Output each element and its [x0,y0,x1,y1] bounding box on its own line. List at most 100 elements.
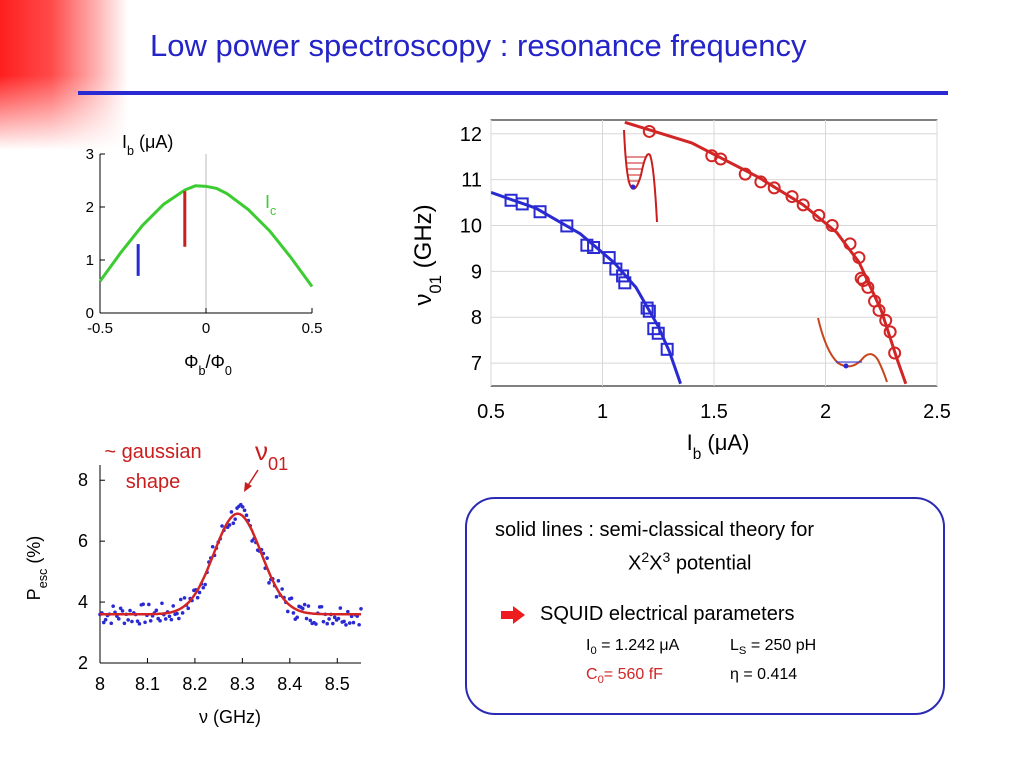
c3-data-point [342,619,346,624]
c3-gaussian-note: shape [126,471,181,493]
c2-well-state [630,184,636,190]
c3-data-point [319,604,324,609]
c3-data-point [267,581,271,585]
c3-data-point [182,596,187,600]
c2-circle-point [785,190,799,204]
c3-data-point [169,617,174,622]
param-ls: LS = 250 pH [730,637,817,658]
c3-data-point [116,617,121,621]
c2-square-point [616,269,630,283]
c2-circle-point [642,124,656,138]
c3-y-tick-label: 2 [78,653,88,673]
c3-data-point [347,621,352,625]
c3-data-point [122,621,127,626]
c3-data-point [304,616,309,621]
param-c0: C0= 560 fF [586,666,663,687]
param-eta: η = 0.414 [730,666,798,683]
c3-data-point [101,620,106,625]
theory-info-box [465,497,945,715]
c2-y-tick-label: 7 [471,353,482,375]
c1-y-tick-label: 2 [86,199,94,216]
c3-data-point [344,623,348,627]
c3-y-tick-label: 6 [78,531,88,551]
c3-data-point [338,606,343,610]
c3-data-point [229,510,234,514]
c2-x-tick-label: 0.5 [477,401,505,423]
c2-circle-point [767,181,781,195]
right-arrow-icon [501,606,525,624]
c3-data-point [289,596,294,601]
c3-x-tick-label: 8.2 [182,674,207,694]
c3-data-point [244,513,249,518]
c3-data-point [143,620,147,625]
c3-data-point [321,619,326,624]
theory-text-line2: X2X3 potential [628,549,752,575]
c2-circle-point [754,175,768,189]
c3-peak-arrowhead [244,482,252,492]
c2-y-tick-label: 10 [460,215,482,237]
c2-x-tick-label: 1.5 [700,401,728,423]
c3-x-label: ν (GHz) [199,707,261,727]
c3-x-tick-label: 8.1 [135,674,160,694]
c3-data-point [160,601,164,606]
c3-data-point [210,544,215,549]
c2-x-tick-label: 2.5 [923,401,951,423]
c3-x-tick-label: 8.3 [230,674,255,694]
c1-x-tick-label: 0.5 [302,320,323,337]
c3-data-point [147,602,151,607]
c2-well-state [843,363,849,369]
c2-circle-point [883,325,897,339]
c2-circle-point [825,218,839,232]
c2-circle-point [812,208,826,222]
c3-x-tick-label: 8.5 [325,674,350,694]
c2-well-curve [623,129,658,223]
c3-data-point [103,617,108,622]
c2-y-tick-label: 11 [461,170,482,192]
c3-data-point [220,524,224,528]
c1-ic-label: Ic [265,192,276,218]
c2-y-tick-label: 8 [471,307,482,329]
c3-data-point [197,590,202,595]
c1-x-tick-label: 0 [202,320,210,337]
c3-data-point [175,611,179,616]
c3-data-point [332,615,337,620]
c3-data-point [336,616,341,621]
c3-data-point [148,618,153,623]
c3-data-point [242,508,247,513]
c3-data-point [351,620,356,625]
c3-data-point [302,602,307,607]
c2-square-point [515,197,529,211]
c3-y-tick-label: 4 [78,592,88,612]
c1-y-label: Ib (μA) [122,132,173,158]
c3-data-point [141,602,145,607]
c3-data-point [331,621,335,626]
c2-well-curve [817,317,888,383]
c3-data-point [109,621,114,626]
c2-circle-point [854,271,868,285]
c2-blue-theory-curve [491,191,682,385]
c2-y-tick-label: 12 [460,124,482,146]
c2-x-tick-label: 2 [820,401,831,423]
c3-data-point [306,604,311,608]
c3-data-point [240,505,245,509]
c2-potential-well-sketch-top [623,129,658,223]
c3-y-label: Pesc (%) [24,536,50,601]
c3-peak-label: ν01 [255,436,288,474]
c3-data-point [171,604,176,608]
c2-circle-point [714,152,728,166]
c3-data-point [154,608,159,613]
c3-data-point [137,622,142,626]
c3-data-point [186,606,191,611]
c2-circle-point [879,313,893,327]
c2-x-label: Ib (μA) [687,430,750,463]
c3-data-point [163,617,168,621]
c3-data-point [120,609,125,613]
c2-square-point [651,326,665,340]
c2-square-point [560,219,574,233]
c3-data-point [357,622,361,627]
c2-square-point [609,262,623,276]
c1-x-label: Φb/Φ0 [184,352,232,378]
c2-potential-well-sketch-bottom [817,317,888,383]
c3-data-point [178,597,183,602]
